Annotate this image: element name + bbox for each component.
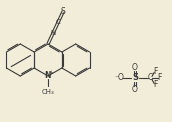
Text: S: S	[61, 7, 66, 16]
Text: O: O	[132, 62, 138, 71]
Text: F: F	[157, 73, 161, 82]
Text: F: F	[154, 80, 158, 89]
Text: N: N	[44, 71, 51, 81]
Text: C: C	[147, 73, 153, 82]
Text: CH₃: CH₃	[42, 89, 54, 95]
Text: +: +	[49, 71, 53, 76]
Text: ⁻O: ⁻O	[114, 73, 124, 82]
Text: N: N	[50, 30, 56, 36]
Text: C: C	[56, 19, 61, 25]
Text: O: O	[132, 85, 138, 93]
Text: S: S	[132, 73, 138, 82]
Text: F: F	[154, 67, 158, 76]
